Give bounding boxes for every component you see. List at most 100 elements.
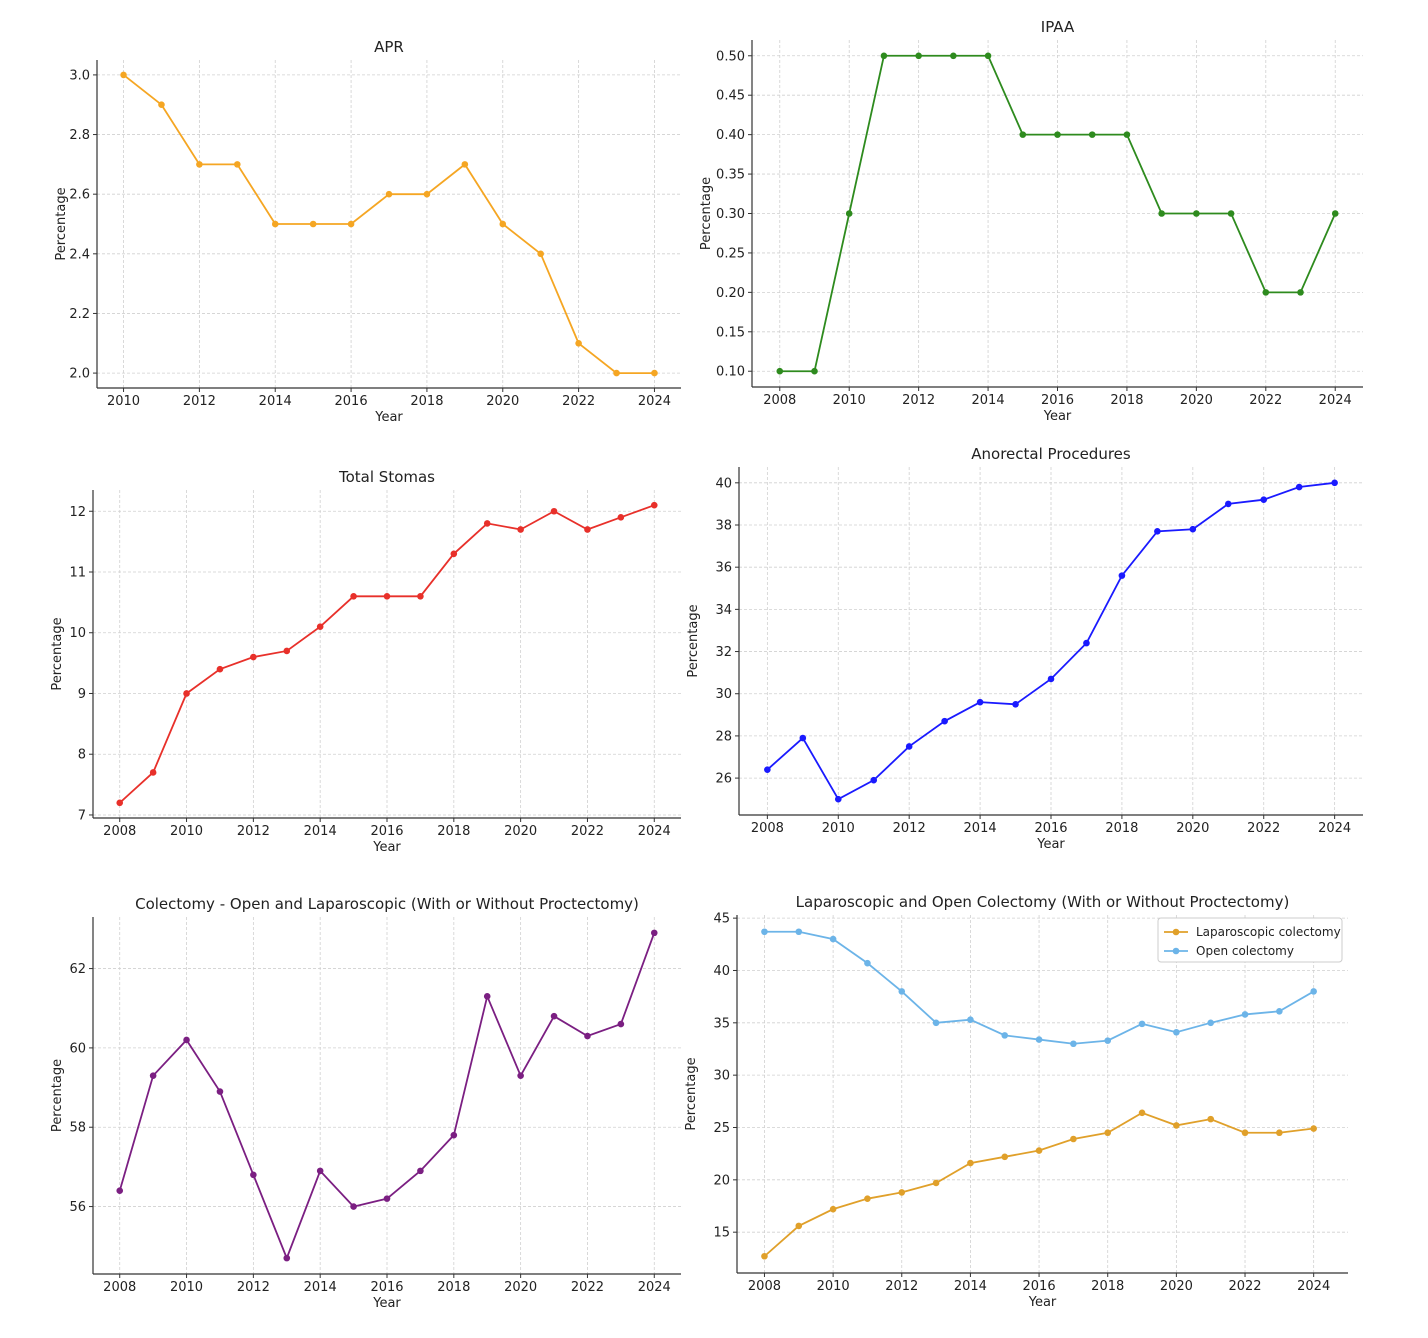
x-tick-label: 2024 <box>638 824 671 839</box>
x-tick-label: 2024 <box>638 394 671 409</box>
data-point <box>1193 210 1200 217</box>
series-line-0 <box>766 481 1335 801</box>
x-tick-label: 2012 <box>237 824 270 839</box>
series-line-0 <box>763 1111 1314 1257</box>
data-point <box>761 928 768 936</box>
subplot-3: 2008 2010 2012 2014 2016 2018 2020 2022 2024 26 28… <box>686 445 1363 852</box>
x-axis-label: Year <box>372 840 401 855</box>
x-tick-label: 2010 <box>822 821 855 836</box>
data-point <box>1083 639 1090 647</box>
x-tick-label: 2008 <box>103 1280 136 1295</box>
data-point <box>550 507 558 515</box>
x-tick-label: 2018 <box>437 1280 470 1295</box>
y-tick-label: 3.0 <box>69 68 90 83</box>
data-point <box>651 369 658 377</box>
legend-marker <box>1172 947 1180 955</box>
data-point <box>764 766 771 773</box>
x-tick-label: 2022 <box>1249 393 1282 408</box>
data-point <box>1189 525 1197 533</box>
y-tick-label: 58 <box>69 1121 86 1136</box>
data-point <box>1224 500 1232 508</box>
data-point <box>1123 131 1131 138</box>
data-point <box>116 799 124 807</box>
data-point <box>1019 131 1027 138</box>
x-tick-label: 2016 <box>1034 821 1067 836</box>
y-tick-label: 0.35 <box>716 168 745 183</box>
x-tick-label: 2008 <box>748 1279 781 1294</box>
x-tick-label: 2014 <box>259 394 292 409</box>
data-point <box>385 190 393 198</box>
y-tick-label: 30 <box>713 1069 730 1084</box>
chart-title: IPAA <box>1041 18 1075 36</box>
y-tick-label: 8 <box>78 748 86 763</box>
x-tick-label: 2018 <box>437 824 470 839</box>
x-tick-label: 2010 <box>170 1280 203 1295</box>
data-point <box>271 220 279 228</box>
data-point <box>1054 131 1061 138</box>
x-tick-label: 2014 <box>304 1280 337 1295</box>
data-point <box>517 526 524 533</box>
data-point <box>417 592 424 600</box>
y-tick-label: 40 <box>713 964 730 979</box>
series-line-0 <box>119 504 655 804</box>
x-tick-label: 2022 <box>571 824 604 839</box>
data-point <box>1104 1037 1112 1044</box>
x-tick-label: 2008 <box>751 821 784 836</box>
data-point <box>1241 1011 1249 1018</box>
x-tick-label: 2020 <box>504 1280 537 1295</box>
data-point <box>1276 1129 1283 1137</box>
data-point <box>316 623 324 630</box>
data-point <box>1035 1036 1043 1043</box>
y-axis-label: Percentage <box>54 187 69 260</box>
data-point <box>941 717 948 725</box>
y-tick-label: 34 <box>715 603 732 618</box>
data-point <box>309 220 317 228</box>
chart-title: Anorectal Procedures <box>971 445 1131 463</box>
y-tick-label: 0.20 <box>716 286 745 301</box>
data-point <box>932 1179 940 1187</box>
data-point <box>1047 675 1055 683</box>
data-point <box>417 1167 424 1175</box>
data-point <box>799 734 807 742</box>
data-point <box>250 1171 257 1179</box>
x-axis-label: Year <box>1043 409 1072 424</box>
data-point <box>550 1012 558 1020</box>
x-tick-label: 2020 <box>1160 1279 1193 1294</box>
x-tick-label: 2014 <box>304 824 337 839</box>
x-tick-label: 2022 <box>562 394 595 409</box>
x-tick-label: 2010 <box>170 824 203 839</box>
data-point <box>776 367 784 375</box>
y-tick-label: 2.2 <box>69 307 90 322</box>
y-tick-label: 2.4 <box>69 247 90 262</box>
data-point <box>1118 572 1126 579</box>
data-point <box>1070 1040 1077 1048</box>
data-point <box>617 514 625 521</box>
data-point <box>613 369 620 377</box>
x-tick-label: 2010 <box>107 394 140 409</box>
data-point <box>517 1072 524 1079</box>
data-point <box>1001 1153 1009 1161</box>
x-tick-label: 2018 <box>1091 1279 1124 1294</box>
y-tick-label: 0.40 <box>716 128 745 143</box>
data-point <box>795 1222 803 1230</box>
data-point <box>1173 1122 1180 1129</box>
x-tick-label: 2024 <box>1319 393 1352 408</box>
x-tick-label: 2012 <box>885 1279 918 1294</box>
x-tick-label: 2016 <box>370 1280 403 1295</box>
data-point <box>1138 1109 1146 1117</box>
data-point <box>898 1189 906 1196</box>
data-point <box>932 1019 940 1027</box>
data-point <box>864 959 871 967</box>
data-point <box>423 190 431 198</box>
x-tick-label: 2016 <box>1041 393 1074 408</box>
x-tick-label: 2024 <box>1297 1279 1330 1294</box>
y-tick-label: 0.50 <box>716 49 745 64</box>
x-tick-label: 2018 <box>1110 393 1143 408</box>
subplot-4: 2008 2010 2012 2014 2016 2018 2020 2022 2024 56 58… <box>50 895 681 1311</box>
data-point <box>915 52 922 60</box>
y-tick-label: 0.25 <box>716 246 745 261</box>
x-tick-label: 2012 <box>183 394 216 409</box>
subplot-1: 2008 2010 2012 2014 2016 2018 2020 2022 2024 0.10… <box>699 18 1363 424</box>
y-tick-label: 2.6 <box>69 188 90 203</box>
data-point <box>967 1159 974 1167</box>
